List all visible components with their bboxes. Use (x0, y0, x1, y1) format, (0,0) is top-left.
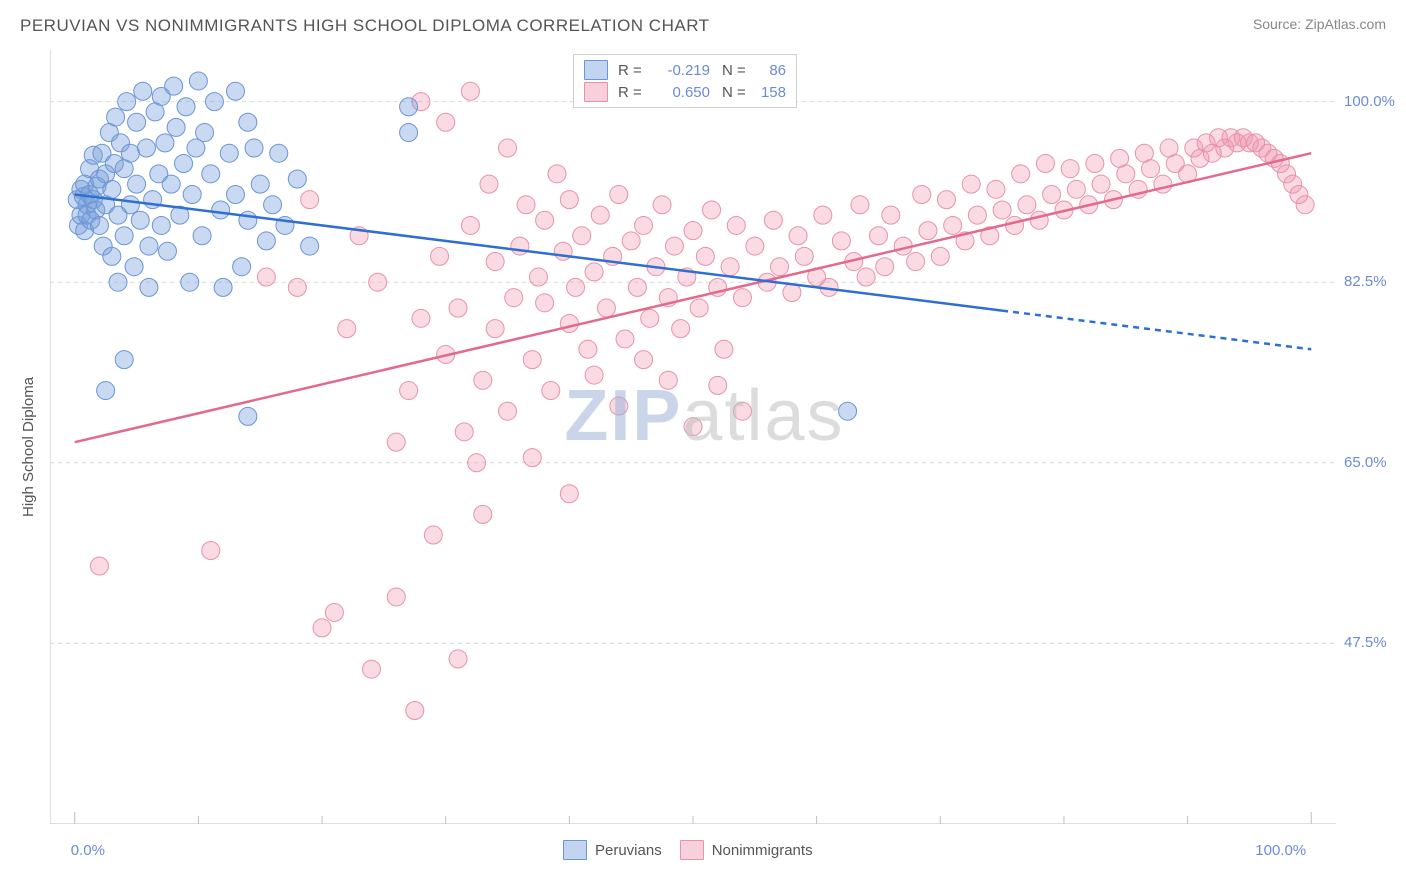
source-credit: Source: ZipAtlas.com (1253, 16, 1386, 32)
legend-n-label: N = (722, 84, 752, 101)
legend-r-value-peruvians: -0.219 (652, 62, 710, 79)
series-name-peruvians: Peruvians (595, 842, 662, 859)
y-tick-label: 47.5% (1344, 634, 1387, 651)
x-tick-label: 100.0% (1255, 842, 1306, 859)
legend-r-label: R = (618, 84, 652, 101)
x-tick-label: 0.0% (71, 842, 105, 859)
source-name: ZipAtlas.com (1305, 16, 1386, 32)
y-tick-label: 100.0% (1344, 93, 1395, 110)
legend-r-value-nonimmigrants: 0.650 (652, 84, 710, 101)
chart-title: PERUVIAN VS NONIMMIGRANTS HIGH SCHOOL DI… (20, 16, 710, 36)
y-tick-label: 65.0% (1344, 454, 1387, 471)
series-legend: Peruvians Nonimmigrants (563, 840, 813, 860)
legend-n-value-peruvians: 86 (752, 62, 786, 79)
chart-container: PERUVIAN VS NONIMMIGRANTS HIGH SCHOOL DI… (0, 0, 1406, 892)
source-prefix: Source: (1253, 16, 1305, 32)
legend-n-value-nonimmigrants: 158 (752, 84, 786, 101)
series-legend-peruvians: Peruvians (563, 840, 662, 860)
legend-row-peruvians: R = -0.219 N = 86 (584, 59, 786, 81)
correlation-legend: R = -0.219 N = 86 R = 0.650 N = 158 (573, 54, 797, 108)
legend-r-label: R = (618, 62, 652, 79)
legend-swatch-nonimmigrants (584, 82, 608, 102)
scatter-chart (50, 50, 1336, 824)
series-swatch-nonimmigrants (680, 840, 704, 860)
y-axis-label: High School Diploma (20, 377, 37, 517)
series-legend-nonimmigrants: Nonimmigrants (680, 840, 813, 860)
legend-swatch-peruvians (584, 60, 608, 80)
series-swatch-peruvians (563, 840, 587, 860)
legend-n-label: N = (722, 62, 752, 79)
series-name-nonimmigrants: Nonimmigrants (712, 842, 813, 859)
legend-row-nonimmigrants: R = 0.650 N = 158 (584, 81, 786, 103)
y-tick-label: 82.5% (1344, 273, 1387, 290)
